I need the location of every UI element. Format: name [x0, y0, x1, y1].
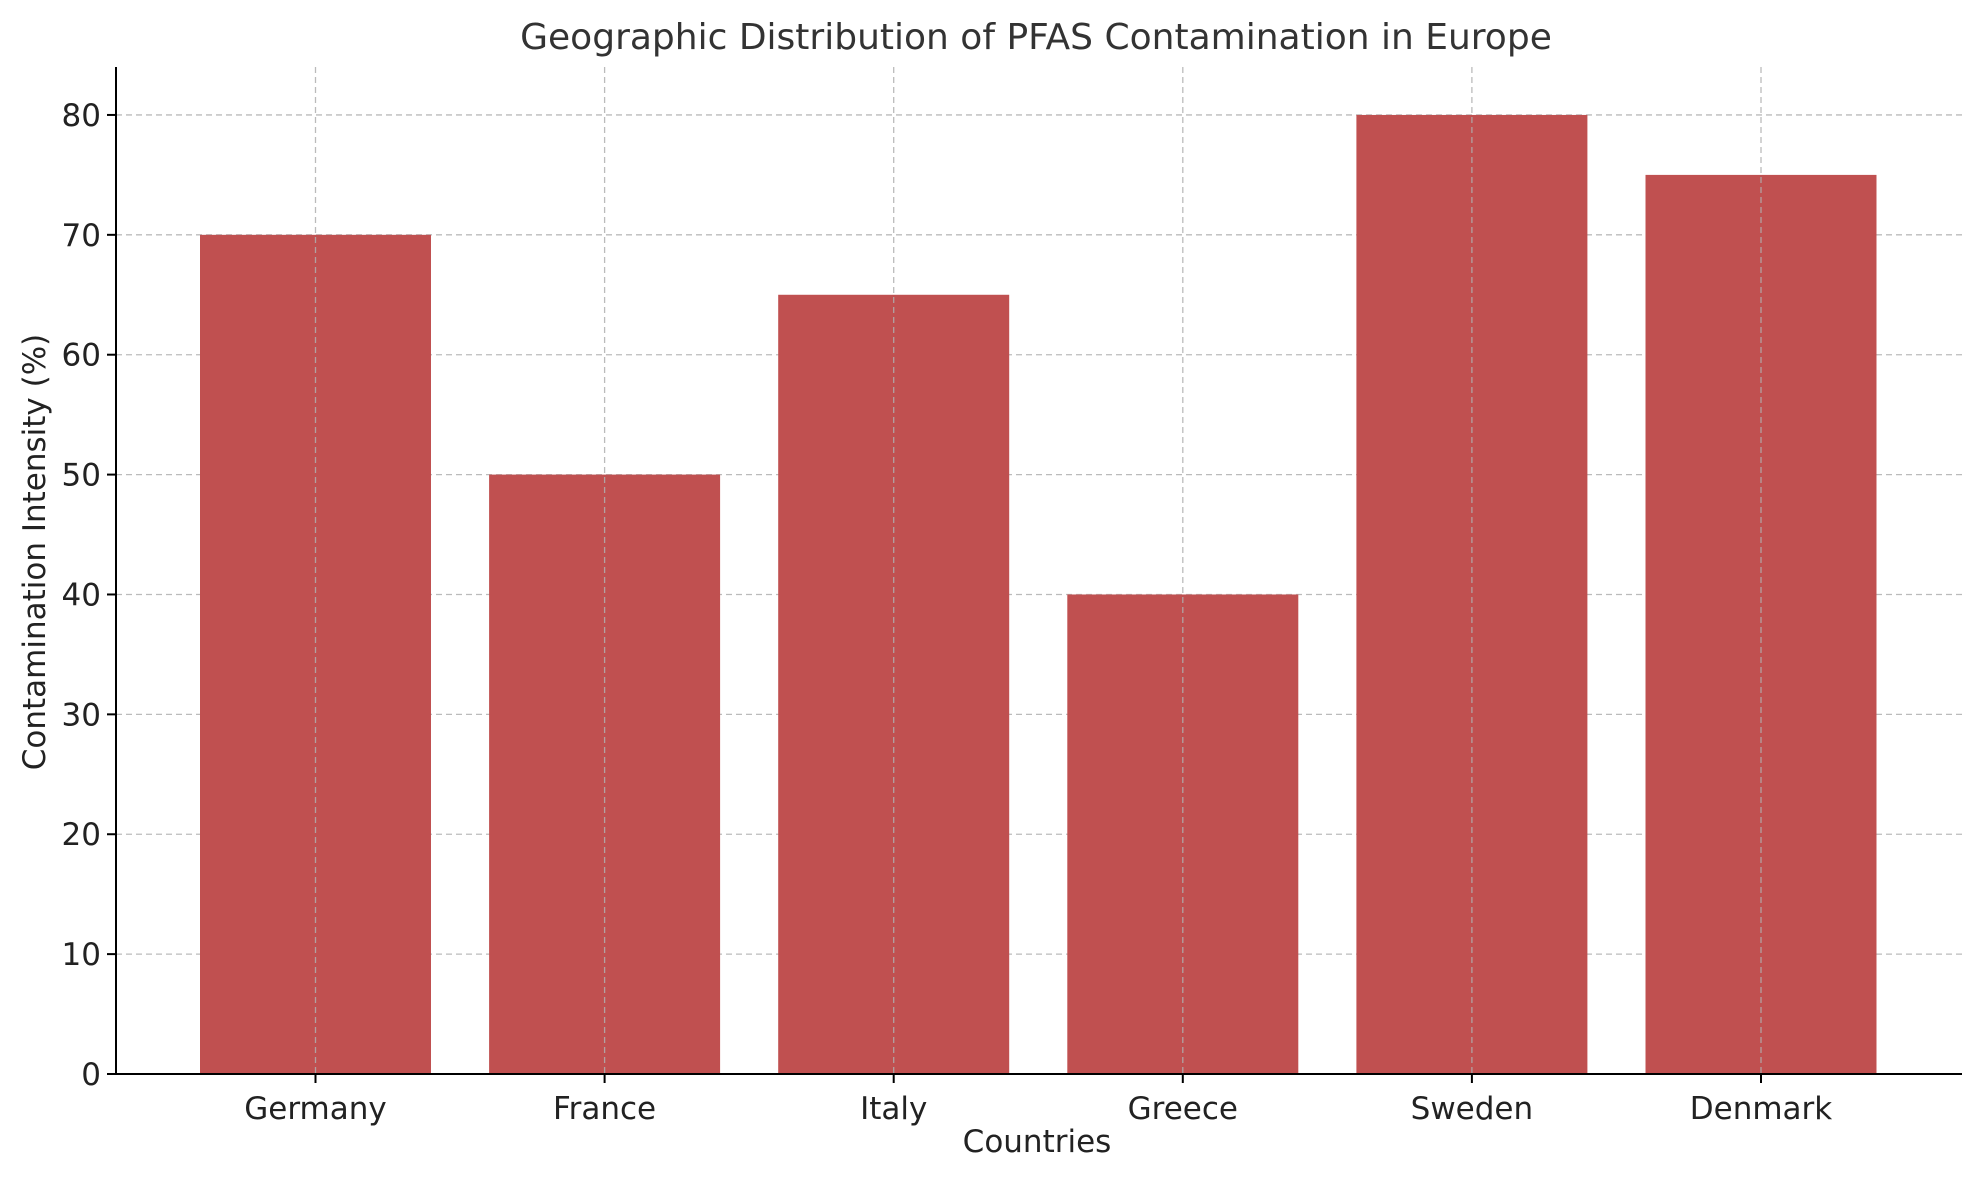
- x-tick-label: Denmark: [1690, 1091, 1833, 1127]
- bar-sweden: [1356, 114, 1588, 1074]
- x-tick-label: Sweden: [1411, 1091, 1534, 1127]
- bar-greece: [1067, 594, 1299, 1074]
- y-tick-label: 70: [62, 218, 101, 254]
- x-tick-label: Germany: [244, 1091, 386, 1127]
- y-tick-label: 30: [62, 697, 101, 733]
- y-tick-label: 10: [62, 937, 101, 973]
- x-axis-label: Countries: [963, 1124, 1112, 1160]
- y-axis-label: Contamination Intensity (%): [17, 334, 53, 771]
- y-tick-label: 0: [81, 1057, 101, 1093]
- y-tick-label: 50: [62, 458, 101, 494]
- bar-denmark: [1645, 174, 1877, 1075]
- ticks: 0 10 20 30 40 50 60 70 80 Germany France Italy Greec…: [62, 98, 1833, 1127]
- bar-italy: [778, 294, 1010, 1074]
- x-tick-label: Italy: [860, 1091, 927, 1127]
- bar-germany: [200, 234, 431, 1075]
- chart-title: Geographic Distribution of PFAS Contamin…: [520, 17, 1552, 58]
- y-tick-label: 80: [62, 98, 101, 134]
- x-tick-label: France: [553, 1091, 656, 1127]
- grid-lines: [116, 114, 1962, 955]
- y-tick-label: 60: [62, 338, 101, 374]
- bar-france: [489, 474, 721, 1075]
- x-tick-label: Greece: [1128, 1091, 1238, 1127]
- y-tick-label: 20: [62, 817, 101, 853]
- y-tick-label: 40: [62, 577, 101, 613]
- grid-lines-overlay: [314, 67, 1762, 1074]
- bars: [200, 114, 1877, 1075]
